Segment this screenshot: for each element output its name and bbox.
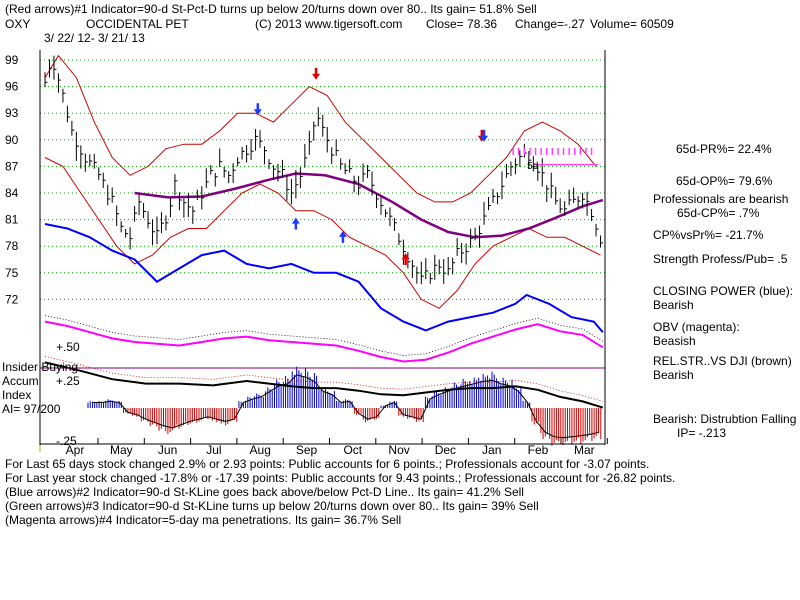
signal-arrows xyxy=(253,67,489,266)
obv-ma-line xyxy=(44,315,604,356)
pr65-stat: 65d-PR%= 22.4% xyxy=(676,142,772,156)
obv-value: Beasish xyxy=(653,334,696,348)
close-value: Close= 78.36 xyxy=(426,17,498,31)
series-lines xyxy=(44,54,604,409)
plus25-label: +.25 xyxy=(56,374,80,388)
company-name: OCCIDENTAL PET xyxy=(86,17,189,31)
op65-stat: 65d-OP%= 79.6% xyxy=(676,174,773,188)
footer-blue-arrows: (Blue arrows)#2 Indicator=90-d St-KLine … xyxy=(5,485,524,499)
y-tick-label: 93 xyxy=(5,106,19,120)
strength-stat: Strength Profess/Pub= .5 xyxy=(653,252,788,266)
closing-power-line xyxy=(44,223,604,333)
month-label-may: May xyxy=(110,443,133,457)
y-tick-label: 81 xyxy=(5,213,19,227)
month-label-jun: Jun xyxy=(158,443,177,457)
obv-line xyxy=(44,320,604,363)
change-value: Change=-.27 xyxy=(515,17,585,31)
month-label-jan: Jan xyxy=(482,443,501,457)
ma-label: 5d xyxy=(527,161,538,172)
price-gridlines xyxy=(40,59,605,300)
accum-label: Accum xyxy=(2,374,39,388)
obv-label: OBV (magenta): xyxy=(653,320,740,334)
ai-label: AI= 97/200 xyxy=(2,402,61,416)
accum-average-line xyxy=(92,374,599,439)
volume-value: Volume= 60509 xyxy=(590,17,674,31)
blue-up-arrow-head xyxy=(291,217,300,224)
month-label-aug: Aug xyxy=(250,443,271,457)
ip-stat: IP= -.213 xyxy=(677,426,727,440)
month-label-oct: Oct xyxy=(343,443,362,457)
magenta-arrows: 5d xyxy=(512,147,599,172)
month-label-jul: Jul xyxy=(206,443,221,457)
red-up-arrow-head xyxy=(401,253,410,260)
price-bars xyxy=(44,55,604,285)
closing-power-label: CLOSING POWER (blue): xyxy=(653,284,794,298)
relstr-label: REL.STR..VS DJI (brown) xyxy=(653,354,792,368)
month-label-nov: Nov xyxy=(388,443,409,457)
professionals-bearish: Professionals are bearish xyxy=(653,192,789,206)
cp65-stat: 65d-CP%= .7% xyxy=(677,206,760,220)
red-down-arrow-head xyxy=(312,73,321,80)
blue-down-arrow-head xyxy=(480,135,489,142)
lower-band-line xyxy=(44,157,601,309)
month-axis-labels: Apr May Jun Jul Aug Sep Oct Nov Dec Jan Feb Mar xyxy=(39,438,608,457)
accum-index-bars xyxy=(87,366,602,446)
blue-down-arrow-head xyxy=(253,109,262,116)
index-label: Index xyxy=(2,388,32,402)
relstr-value: Bearish xyxy=(653,368,694,382)
distribution-stat: Bearish: Distrubtion Falling xyxy=(653,412,797,426)
ticker-symbol: OXY xyxy=(5,17,31,31)
header-indicator-1: (Red arrows)#1 Indicator=90-d St-Pct-D t… xyxy=(5,2,537,16)
month-label-dec: Dec xyxy=(435,443,456,457)
blue-up-arrow-head xyxy=(338,230,347,237)
footer-year: For Last year stock changed -17.8% or -1… xyxy=(5,471,676,485)
minus25-label: -.25 xyxy=(56,434,77,448)
month-label-sep: Sep xyxy=(296,443,318,457)
date-range: 3/ 22/ 12- 3/ 21/ 13 xyxy=(44,31,145,45)
price-axis-ticks: 99 96 93 90 87 84 81 78 75 72 xyxy=(5,53,19,306)
y-tick-label: 84 xyxy=(5,186,19,200)
moving-average-line xyxy=(134,172,604,239)
copyright: (C) 2013 www.tigersoft.com xyxy=(255,17,403,31)
month-label-feb: Feb xyxy=(528,443,549,457)
rel-strength-line xyxy=(44,361,604,409)
month-label-apr: Apr xyxy=(66,443,85,457)
cp-vs-pr-stat: CP%vsPr%= -21.7% xyxy=(653,228,764,242)
closing-power-value: Bearish xyxy=(653,298,694,312)
footer-magenta-arrows: (Magenta arrows)#4 Indicator=5-day ma pe… xyxy=(5,513,402,527)
y-tick-label: 96 xyxy=(5,80,19,94)
footer-green-arrows: (Green arrows)#3 Indicator=90-d St-KLine… xyxy=(5,499,539,513)
y-tick-label: 75 xyxy=(5,266,19,280)
y-tick-label: 99 xyxy=(5,53,19,67)
upper-band-line xyxy=(44,54,597,203)
y-tick-label: 78 xyxy=(5,239,19,253)
month-label-mar: Mar xyxy=(574,443,595,457)
insider-buying-label: Insider Buying xyxy=(2,360,79,374)
footer-65day: For Last 65 days stock changed 2.9% or 2… xyxy=(5,457,650,471)
y-tick-label: 90 xyxy=(5,133,19,147)
plus50-label: +.50 xyxy=(56,340,80,354)
y-tick-label: 72 xyxy=(5,292,19,306)
y-tick-label: 87 xyxy=(5,159,19,173)
